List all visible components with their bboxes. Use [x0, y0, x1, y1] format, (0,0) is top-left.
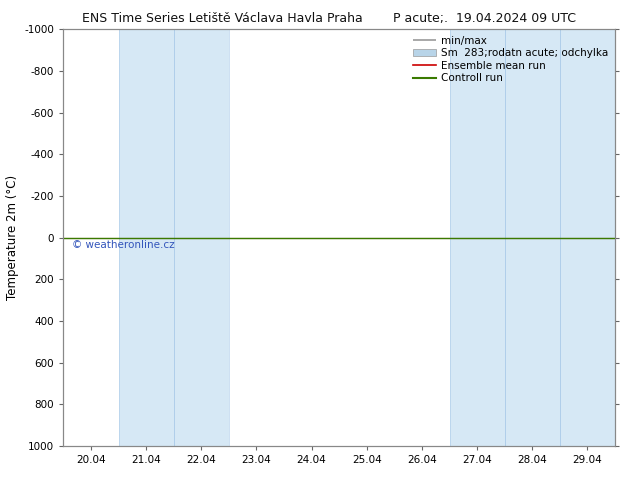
Y-axis label: Temperature 2m (°C): Temperature 2m (°C)	[6, 175, 19, 300]
Text: © weatheronline.cz: © weatheronline.cz	[72, 240, 174, 250]
Bar	[505, 29, 560, 446]
Text: P acute;.  19.04.2024 09 UTC: P acute;. 19.04.2024 09 UTC	[393, 12, 576, 25]
Bar	[174, 29, 229, 446]
Bar	[450, 29, 505, 446]
Text: ENS Time Series Letiště Václava Havla Praha: ENS Time Series Letiště Václava Havla Pr…	[82, 12, 363, 25]
Bar	[119, 29, 174, 446]
Bar	[560, 29, 615, 446]
Legend: min/max, Sm  283;rodatn acute; odchylka, Ensemble mean run, Controll run: min/max, Sm 283;rodatn acute; odchylka, …	[409, 31, 613, 88]
